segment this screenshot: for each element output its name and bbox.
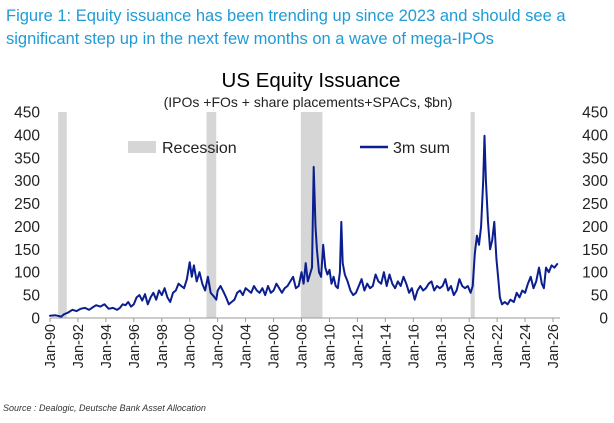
x-tick-label: Jan-98 (155, 324, 171, 368)
series-line-3m-sum (49, 134, 559, 318)
x-tick-label: Jan-92 (71, 324, 87, 368)
y-tick-label-left: 450 (14, 105, 40, 122)
x-tick-label: Jan-18 (434, 324, 450, 368)
x-tick-label: Jan-12 (350, 324, 366, 368)
y-tick-label-right: 150 (582, 242, 608, 259)
recession-band-1 (58, 112, 67, 318)
legend-recession-label: Recession (162, 140, 237, 157)
x-tick-label: Jan-96 (127, 324, 143, 368)
recession-band-4 (470, 112, 475, 318)
x-tick-label: Jan-02 (211, 324, 227, 368)
x-tick-label: Jan-20 (462, 324, 478, 368)
y-tick-label-left: 50 (23, 288, 41, 305)
series-layer (49, 134, 559, 318)
y-tick-label-right: 350 (582, 150, 608, 167)
x-tick-label: Jan-94 (99, 324, 115, 368)
y-tick-label-right: 0 (599, 311, 608, 328)
legend-recession-swatch (128, 141, 156, 153)
y-tick-label-right: 50 (591, 288, 609, 305)
y-tick-label-left: 0 (31, 311, 40, 328)
x-tick-label: Jan-10 (322, 324, 338, 368)
x-tick-label: Jan-06 (267, 324, 283, 368)
y-tick-label-left: 300 (14, 173, 40, 190)
legend-series-label: 3m sum (393, 140, 450, 157)
x-tick-label: Jan-14 (378, 324, 394, 368)
y-tick-label-right: 400 (582, 127, 608, 144)
y-tick-label-left: 150 (14, 242, 40, 259)
y-tick-label-left: 350 (14, 150, 40, 167)
y-tick-label-right: 200 (582, 219, 608, 236)
y-tick-label-left: 200 (14, 219, 40, 236)
x-tick-label: Jan-22 (490, 324, 506, 368)
x-tick-label: Jan-90 (43, 324, 59, 368)
x-tick-label: Jan-24 (518, 324, 534, 368)
x-tick-label: Jan-00 (183, 324, 199, 368)
y-tick-label-right: 250 (582, 196, 608, 213)
source-note: Source : Dealogic, Deutsche Bank Asset A… (3, 403, 206, 413)
x-tick-label: Jan-16 (406, 324, 422, 368)
y-tick-label-left: 250 (14, 196, 40, 213)
chart-title: US Equity Issuance (222, 69, 401, 92)
x-tick-label: Jan-08 (295, 324, 311, 368)
y-tick-label-right: 450 (582, 105, 608, 122)
y-tick-label-left: 100 (14, 265, 40, 282)
recession-band-2 (206, 112, 217, 318)
y-tick-label-right: 100 (582, 265, 608, 282)
x-tick-label: Jan-04 (239, 324, 255, 368)
axes: 0 0 50 50 100 100 150 150 200 200 250 250 300 300 350 3… (14, 105, 608, 369)
x-tick-label: Jan-26 (546, 324, 562, 368)
figure-caption: Figure 1: Equity issuance has been trend… (6, 7, 566, 48)
y-tick-label-left: 400 (14, 127, 40, 144)
y-tick-label-right: 300 (582, 173, 608, 190)
recession-band-3 (300, 112, 323, 318)
chart-subtitle: (IPOs +FOs + share placements+SPACs, $bn… (164, 94, 453, 110)
